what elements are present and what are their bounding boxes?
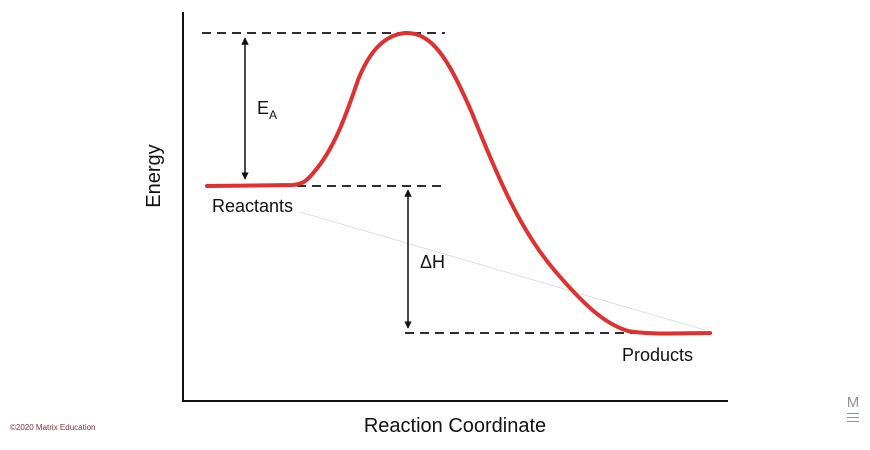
copyright-notice: ©2020 Matrix Education (10, 423, 96, 432)
x-axis-label: Reaction Coordinate (364, 415, 546, 437)
products-label: Products (622, 345, 693, 365)
menu-bars-icon (847, 412, 859, 422)
enthalpy-change-label: ΔH (420, 252, 445, 272)
reactants-label: Reactants (212, 196, 293, 216)
logo-letter: M (846, 394, 860, 411)
matrix-logo: M (845, 395, 861, 422)
reaction-energy-curve (205, 30, 712, 336)
activation-energy-main: E (257, 98, 269, 118)
activation-energy-sub: A (269, 108, 277, 122)
activation-energy-label: EA (257, 98, 277, 122)
reference-guide-line (299, 211, 706, 331)
y-axis-label: Energy (143, 144, 165, 207)
